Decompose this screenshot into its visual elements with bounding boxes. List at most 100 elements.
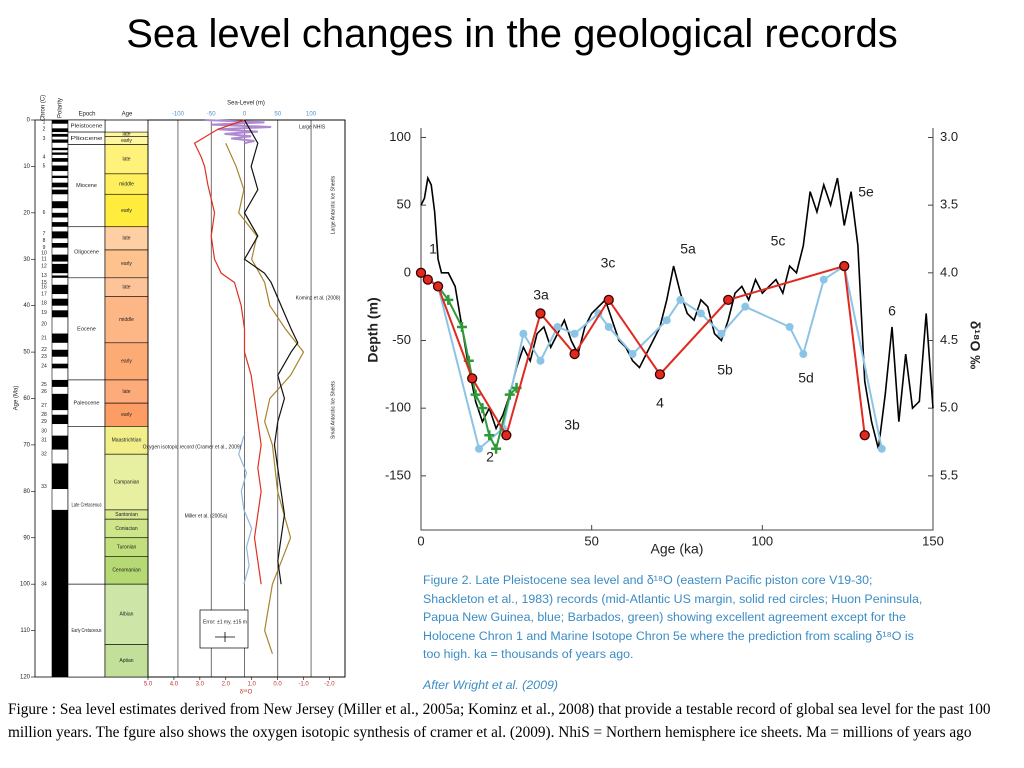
point bbox=[785, 322, 794, 331]
stage-box bbox=[104, 453, 149, 511]
annotation: 3b bbox=[564, 417, 580, 433]
chron-label: 31 bbox=[41, 438, 47, 444]
annotation: Large Antarctic Ice Sheets bbox=[330, 175, 336, 234]
error-box bbox=[199, 609, 249, 649]
x2-tick-label: 1.0 bbox=[248, 682, 257, 688]
polarity-normal bbox=[52, 165, 68, 172]
stage-label: late bbox=[122, 157, 130, 163]
x2-tick-label: 2.0 bbox=[222, 682, 231, 688]
x2-tick-label: 3.0 bbox=[196, 682, 205, 688]
annotation: 5b bbox=[717, 362, 733, 378]
x-axis-label: Age (ka) bbox=[651, 541, 704, 557]
x2-tick-label: 0.0 bbox=[273, 682, 282, 688]
y2-axis-label: δ¹⁸O ‰ bbox=[967, 321, 983, 370]
x2-tick-label: 5.0 bbox=[144, 682, 153, 688]
stage-box bbox=[104, 644, 149, 678]
polarity-normal bbox=[52, 435, 68, 450]
annotation: Error: ±1 my, ±15 m bbox=[203, 619, 247, 625]
y-tick-label: 20 bbox=[23, 210, 30, 216]
annotation: 5e bbox=[858, 184, 874, 200]
annotation: 1 bbox=[429, 241, 437, 257]
x-tick-label: 50 bbox=[584, 533, 598, 548]
polarity-normal bbox=[52, 263, 68, 274]
polarity-normal bbox=[52, 310, 68, 318]
polarity-normal bbox=[52, 379, 68, 387]
point bbox=[470, 389, 481, 400]
chron-label: 3 bbox=[43, 136, 46, 142]
point bbox=[654, 369, 666, 380]
y-tick-label: 50 bbox=[397, 197, 411, 212]
y-axis-label: Depth (m) bbox=[365, 297, 381, 362]
y-tick-label: 60 bbox=[23, 396, 30, 402]
chron-label: 6 bbox=[43, 210, 46, 216]
chron-label: 24 bbox=[41, 363, 47, 369]
y-tick-label: 0 bbox=[27, 118, 31, 124]
column-header: Age bbox=[122, 112, 133, 118]
y2-tick-label: 3.0 bbox=[940, 129, 958, 144]
chron-label: 33 bbox=[41, 484, 47, 490]
annotation: 4 bbox=[656, 395, 664, 411]
chron-label: 19 bbox=[41, 310, 47, 316]
point bbox=[662, 316, 671, 325]
chron-label: 22 bbox=[41, 347, 47, 353]
chron-label: 15 bbox=[41, 280, 47, 286]
point bbox=[501, 430, 512, 441]
chron-label: 7 bbox=[43, 231, 46, 237]
stage-label: middle bbox=[119, 317, 134, 323]
x2-axis-label: δ¹⁸O bbox=[240, 689, 253, 696]
point bbox=[415, 267, 427, 278]
epoch-label: Early Cretaceous bbox=[72, 628, 102, 634]
stage-box bbox=[104, 556, 149, 585]
polarity-normal bbox=[52, 275, 68, 278]
epoch-label: Pliocene bbox=[71, 136, 103, 142]
stage-label: middle bbox=[119, 181, 134, 187]
point bbox=[484, 430, 495, 441]
annotation: 5c bbox=[771, 233, 786, 249]
annotation: Oxygen isotopic record (Cramer et al., 2… bbox=[143, 444, 242, 450]
polarity-normal bbox=[52, 133, 68, 137]
chron-label: 34 bbox=[41, 581, 47, 587]
stage-label: late bbox=[122, 284, 130, 290]
series-line bbox=[420, 175, 934, 449]
epoch-label: Eocene bbox=[77, 326, 96, 332]
point bbox=[535, 308, 546, 319]
slide-caption: Figure : Sea level estimates derived fro… bbox=[8, 701, 991, 741]
y-tick-label: 100 bbox=[389, 129, 411, 144]
y-tick-label: 30 bbox=[23, 257, 30, 263]
y-tick-label: 70 bbox=[23, 442, 30, 448]
profile-line bbox=[204, 119, 272, 145]
stage-label: early bbox=[121, 261, 132, 267]
y2-tick-label: 3.5 bbox=[940, 197, 958, 212]
x-axis-label: Sea-Level (m) bbox=[227, 101, 265, 107]
y-tick-label: 0 bbox=[404, 264, 411, 279]
epoch-box bbox=[67, 226, 106, 279]
point bbox=[877, 444, 886, 453]
stage-box bbox=[104, 342, 149, 381]
epoch-box bbox=[67, 144, 106, 228]
y-tick-label: 10 bbox=[23, 164, 30, 170]
polarity-normal bbox=[52, 158, 68, 162]
stage-label: Turonian bbox=[117, 544, 137, 550]
stage-label: early bbox=[121, 208, 132, 214]
series-line bbox=[437, 285, 518, 452]
chron-label: 25 bbox=[41, 382, 47, 388]
x-tick-label: 0 bbox=[243, 112, 247, 118]
y2-tick-label: 4.5 bbox=[940, 332, 958, 347]
chron-label: 26 bbox=[41, 389, 47, 395]
chron-label: 10 bbox=[41, 251, 47, 257]
point bbox=[467, 373, 478, 384]
annotation: Miller et al. (2005a) bbox=[185, 513, 228, 519]
chron-label: 16 bbox=[41, 284, 47, 290]
axes-frame bbox=[420, 128, 934, 531]
polarity-normal bbox=[52, 128, 68, 133]
epoch-label: Oligocene bbox=[74, 250, 99, 256]
polarity-normal bbox=[52, 463, 68, 490]
point bbox=[570, 329, 579, 338]
chron-label: 32 bbox=[41, 452, 47, 458]
stage-label: early bbox=[121, 138, 132, 144]
point bbox=[422, 274, 433, 285]
annotation: 2 bbox=[486, 449, 494, 465]
stage-label: Campanian bbox=[114, 479, 140, 485]
point bbox=[696, 309, 705, 318]
